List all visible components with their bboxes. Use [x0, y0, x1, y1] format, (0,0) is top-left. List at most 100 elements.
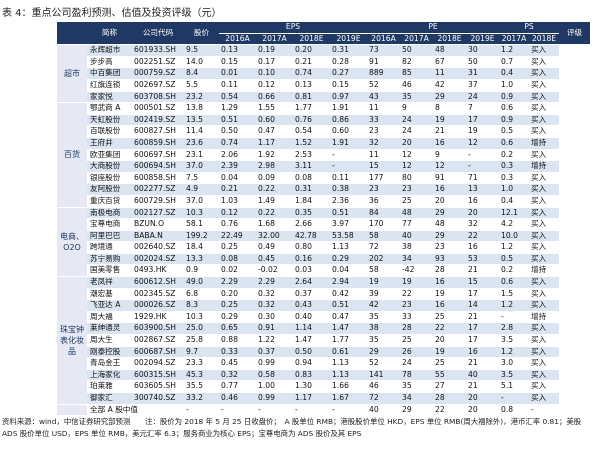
value-cell: 25.0 [184, 322, 219, 336]
value-cell: 4.2 [499, 218, 530, 231]
value-cell: 49.0 [184, 276, 219, 289]
value-cell: 2.98 [256, 160, 293, 173]
company-row: 苏宁易购 002024.SZ 13.3 0.08 0.45 0.16 0.29 202 34 93… [57, 253, 590, 266]
value-cell: 28 [400, 322, 434, 336]
group-label [57, 404, 87, 417]
value-cell: 1.2 [499, 346, 530, 359]
company-name: 欧亚集团 [87, 149, 132, 162]
value-cell: 19 [433, 288, 467, 301]
company-name: 青岛金王 [87, 357, 132, 370]
value-cell: 7.5 [184, 172, 219, 185]
value-cell: 买入 [529, 56, 560, 69]
company-code: 600612.SH [132, 276, 184, 289]
value-cell: -42 [400, 264, 434, 278]
value-cell: 9.7 [184, 346, 219, 359]
value-cell: 0.45 [219, 357, 256, 370]
company-row: 珀莱雅 603605.SH 35.5 0.77 1.00 1.30 1.66 46 35 27 21… [57, 380, 590, 393]
value-cell: 0.42 [330, 288, 368, 301]
value-cell: 23.3 [184, 357, 219, 370]
value-cell: 2.53 [293, 149, 330, 162]
company-row: 阿里巴巴 BABA.N 199.2 22.49 32.00 42.78 53.58 58 40 2… [57, 230, 590, 243]
value-cell: 53.58 [330, 230, 368, 243]
value-cell: 1.92 [256, 149, 293, 162]
company-row: 周大福 1929.HK 10.3 0.29 0.30 0.40 0.47 35 33 25 21- 增… [57, 311, 590, 324]
company-code: 600858.SH [132, 172, 184, 185]
value-cell: 买入 [529, 102, 560, 115]
company-name: 鄂武商 A [87, 102, 132, 115]
value-cell: 0.13 [219, 44, 256, 57]
value-cell: 35 [400, 380, 434, 393]
value-cell: 2.94 [330, 276, 368, 289]
value-cell: 93 [433, 253, 467, 266]
value-cell: 20 [400, 137, 434, 150]
year-header: 2017A [499, 33, 530, 46]
value-cell: 买入 [529, 114, 560, 127]
value-cell: 0.97 [330, 91, 368, 104]
forecast-table: 简称 公司代码 股价 EPS PE PS 评级 2016A 2017A 2018E 2… [57, 22, 591, 417]
value-cell: - [184, 404, 219, 417]
company-name: 御家汇 [87, 392, 132, 405]
value-cell: 0.50 [293, 346, 330, 359]
company-name: 宝尊电商 [87, 218, 132, 231]
value-cell: 0.74 [219, 137, 256, 150]
value-cell: 22 [433, 404, 467, 417]
value-cell: 48 [433, 44, 467, 57]
value-cell: 29 [433, 207, 467, 220]
value-cell: 0.04 [330, 264, 368, 278]
value-cell: 买入 [529, 392, 560, 405]
value-cell: 22 [433, 322, 467, 336]
value-cell: 23 [400, 299, 434, 312]
value-cell: 2.36 [330, 195, 368, 208]
company-name: 国美零售 [87, 264, 132, 278]
value-cell: 45.3 [184, 369, 219, 382]
value-cell: 0.6 [499, 137, 530, 150]
value-cell: 0.2 [499, 149, 530, 162]
value-cell: 1.47 [330, 322, 368, 336]
value-cell: 3.0 [499, 357, 530, 370]
company-row: 步步高 002251.SZ 14.0 0.15 0.17 0.21 0.28 91 82 67 50… [57, 56, 590, 69]
value-cell: 0.9 [184, 264, 219, 278]
value-cell: 12 [433, 160, 467, 173]
value-cell: 0.77 [219, 380, 256, 393]
value-cell: 0.13 [293, 79, 330, 92]
company-code: 601933.SH [132, 44, 184, 57]
company-name: 飞亚达 A [87, 299, 132, 312]
company-code: BZUN.O [132, 218, 184, 231]
company-row: 银座股份 600858.SH 7.5 0.04 0.09 0.08 0.11 177 80 91 7… [57, 172, 590, 185]
value-cell: 1.00 [256, 380, 293, 393]
value-cell: 21 [466, 264, 500, 278]
footnote: 资料来源：wind，中信证券研究部预测 注：股价为 2018 年 5 月 25 … [2, 417, 582, 438]
value-cell: 0.08 [219, 253, 256, 266]
value-cell: 1.55 [256, 102, 293, 115]
value-cell: 40 [367, 404, 401, 417]
value-cell: 0.4 [499, 195, 530, 208]
header-cell: EPS [219, 22, 368, 34]
company-code: 000026.SZ [132, 299, 184, 312]
value-cell: 0.40 [293, 311, 330, 324]
company-code: 002251.SZ [132, 56, 184, 69]
value-cell: 202 [367, 253, 401, 266]
value-cell: 1.17 [293, 392, 330, 405]
value-cell: 买入 [529, 230, 560, 243]
value-cell: 32.00 [256, 230, 293, 243]
value-cell: 0.88 [219, 334, 256, 347]
header-cell: PS [499, 22, 560, 34]
company-row: 跨境通 002640.SZ 18.4 0.25 0.49 0.80 1.13 72 38 23 16… [57, 241, 590, 254]
value-cell: 39 [367, 288, 401, 301]
value-cell: 0.49 [256, 241, 293, 254]
value-cell: 141 [367, 369, 401, 382]
value-cell: 14.0 [184, 56, 219, 69]
value-cell: 19 [400, 276, 434, 289]
value-cell: 0.66 [256, 91, 293, 104]
value-cell: 0.91 [256, 322, 293, 336]
value-cell: 0.32 [256, 299, 293, 312]
value-cell: 0.08 [293, 172, 330, 185]
company-row: 珠宝钟表化妆品 老凤祥 600612.SH 49.0 2.29 2.29 2.64 2.94 1… [57, 276, 590, 405]
value-cell: 33 [400, 311, 434, 324]
value-cell: 43 [367, 91, 401, 104]
value-cell: 0.9 [499, 114, 530, 127]
company-name: 中百集团 [87, 67, 132, 80]
value-cell: 0.17 [256, 56, 293, 69]
value-cell: 17 [466, 322, 500, 336]
value-cell: 0.8 [499, 404, 530, 417]
